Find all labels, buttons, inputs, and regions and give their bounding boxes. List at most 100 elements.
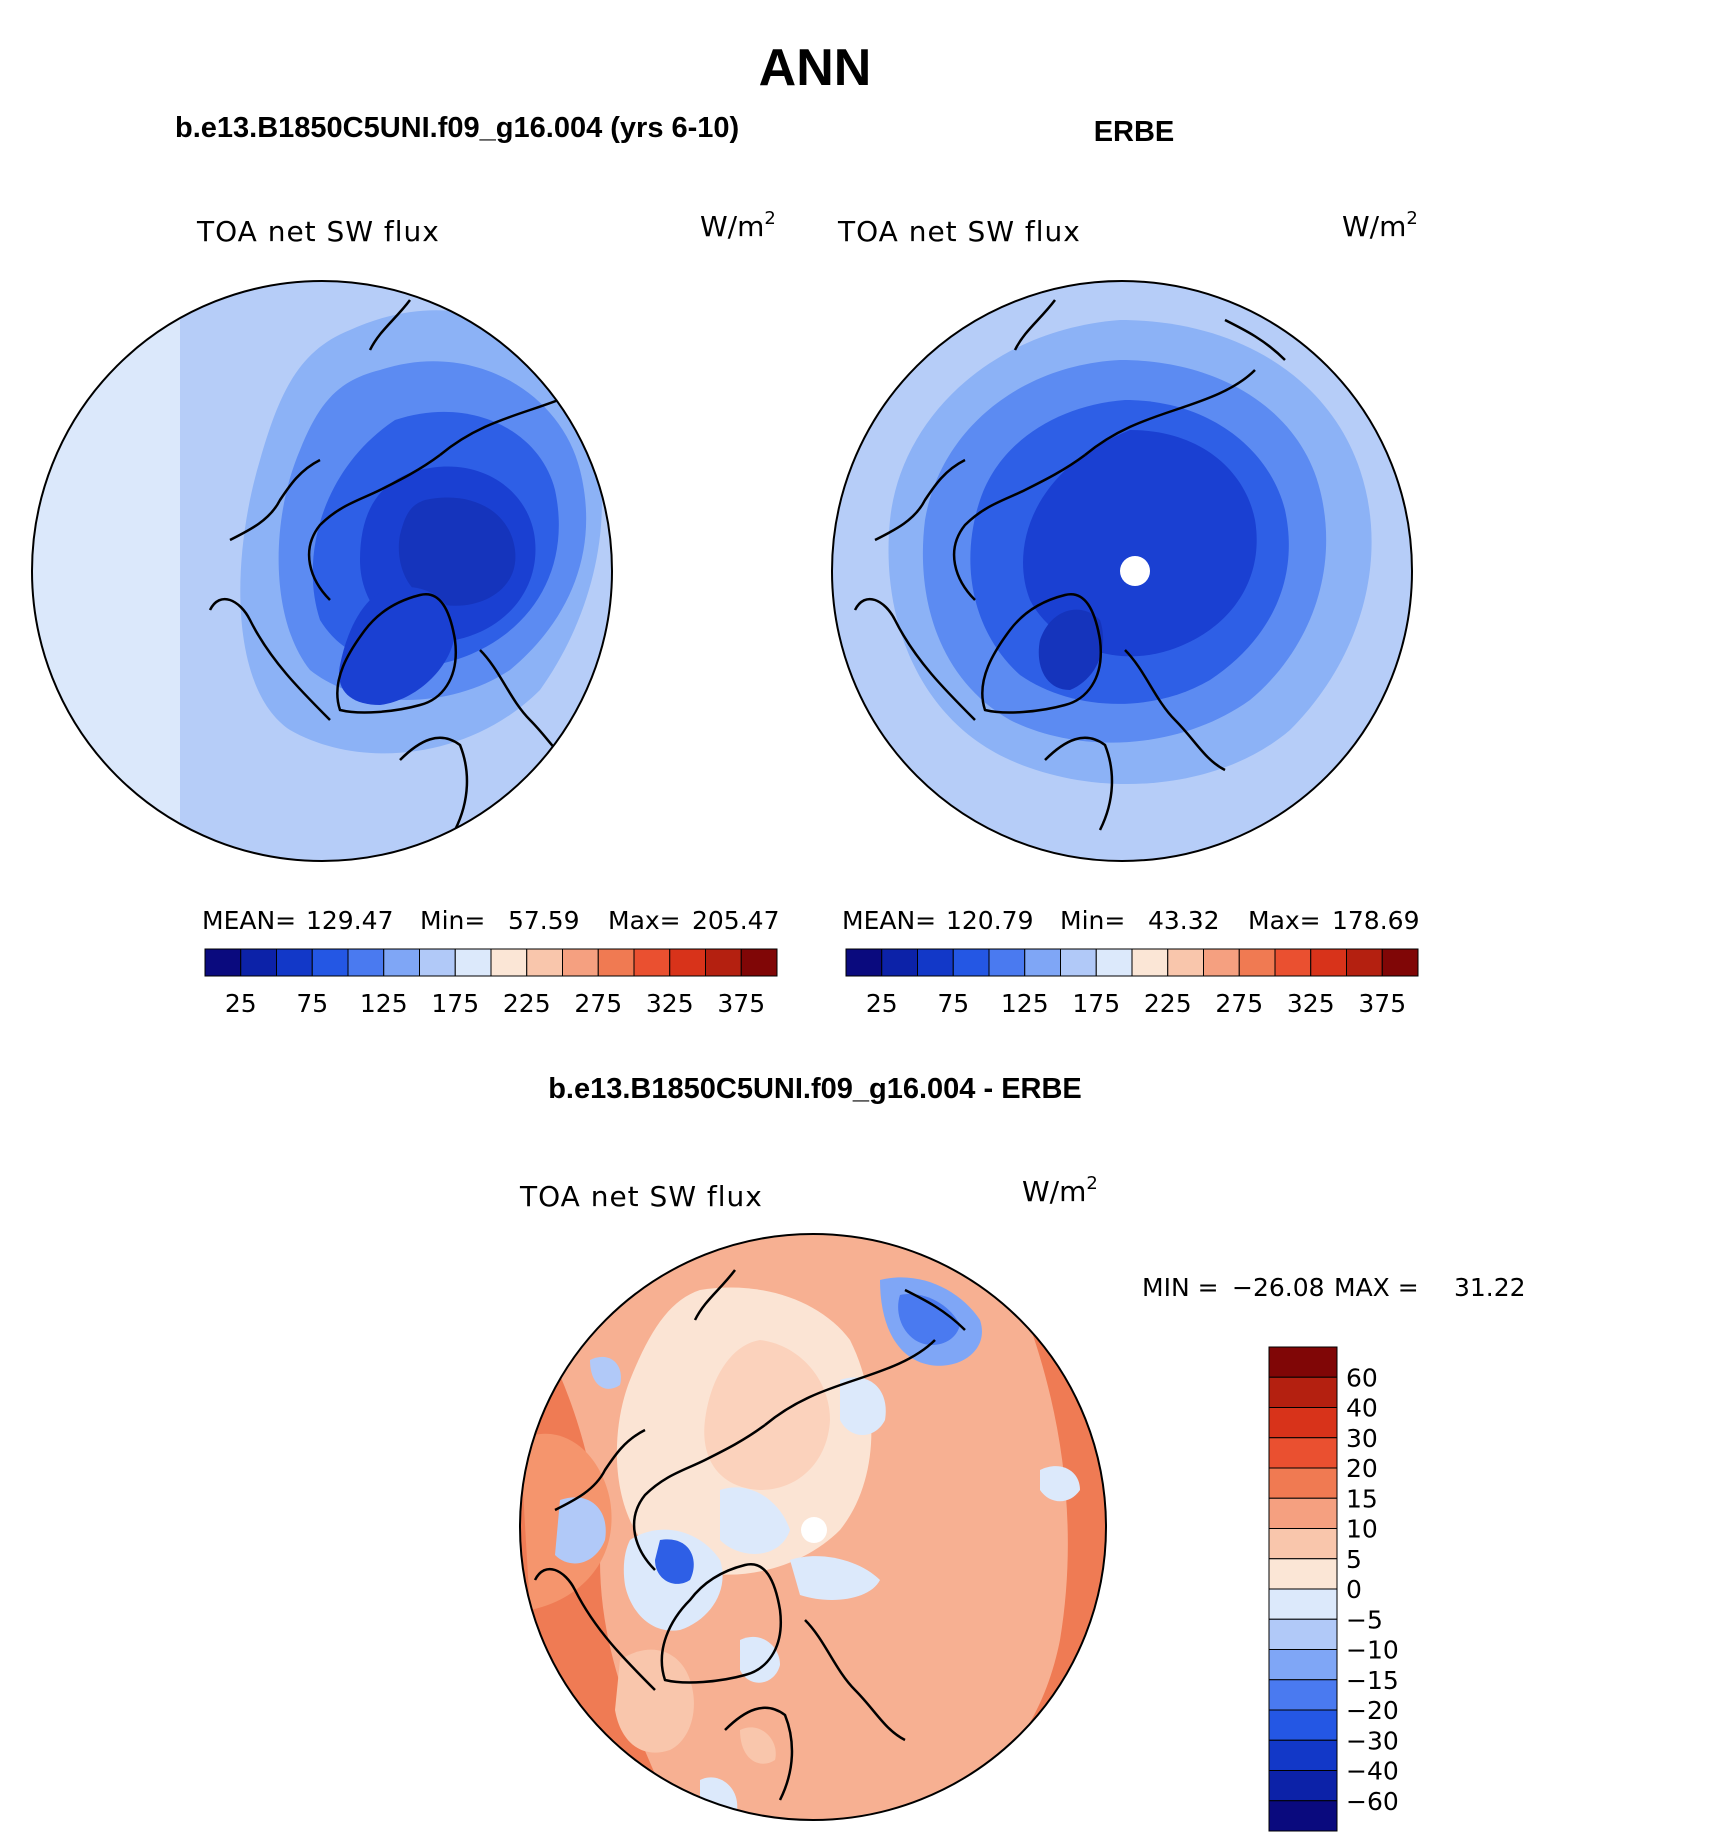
diff-colorbar-label: −30 [1346,1726,1399,1755]
panel1-colorbar-label: 125 [360,989,408,1018]
diff-colorbar-label: 15 [1346,1484,1378,1513]
panel2-colorbar-swatch [1131,948,1169,977]
panel2-colorbar-label: 25 [866,989,898,1018]
panel2-colorbar-swatch [881,948,918,977]
diff-colorbar-swatch [1268,1588,1338,1620]
panel2-colorbar-swatch [1060,948,1097,977]
panel1-colorbar-swatch [597,948,635,977]
panel2-colorbar-swatch [988,948,1026,977]
panel1-colorbar-swatch [347,948,385,977]
panel2-colorbar-label: 275 [1215,989,1263,1018]
panel1-colorbar-label: 375 [717,989,765,1018]
diff-variable: TOA net SW flux [519,1180,763,1213]
diff-colorbar-swatch [1268,1709,1338,1741]
diff-colorbar-label: −40 [1346,1757,1399,1786]
panel1-max-label: Max= [608,906,681,935]
panel2-colorbar-label: 125 [1001,989,1049,1018]
diff-colorbar-label: −15 [1346,1666,1399,1695]
panel2-colorbar-swatch [1238,948,1276,977]
panel1-colorbar-swatch [276,948,313,977]
panel2-min-label: Min= [1060,906,1125,935]
panel1-units: W/m2 [700,208,776,243]
panel1-map [31,280,613,862]
panel1-variable: TOA net SW flux [196,215,440,248]
panel1-colorbar-swatch [740,948,778,977]
diff-colorbar-swatch [1268,1376,1338,1408]
panel2-stats: MEAN= 120.79 Min= 43.32 Max= 178.69 [842,906,1419,935]
panel1-colorbar-swatch [562,948,599,977]
panel2-colorbar-swatch [1167,948,1204,977]
diff-colorbar-label: 10 [1346,1515,1378,1544]
panel2-colorbar-swatch [1095,948,1133,977]
panel2-variable: TOA net SW flux [837,215,1081,248]
panel2-units: W/m2 [1342,208,1418,243]
panel2-colorbar-swatch [1310,948,1347,977]
panel1-colorbar-swatch [311,948,349,977]
panel2-colorbar-label: 225 [1144,989,1192,1018]
diff-max-label: MAX = [1334,1273,1419,1302]
diff-colorbar-label: −10 [1346,1636,1399,1665]
diff-colorbar-label: 40 [1346,1394,1378,1423]
figure-title: ANN [759,39,872,97]
panel1-colorbar-swatch [633,948,671,977]
diff-colorbar-swatch [1268,1528,1338,1560]
diff-colorbar-swatch [1268,1346,1338,1378]
diff-colorbar-swatch [1268,1558,1338,1590]
panel2-colorbar-label: 175 [1072,989,1120,1018]
panel2-case-title: ERBE [1094,116,1175,148]
panel2-colorbar-swatch [1346,948,1383,977]
panel1-colorbar-label: 175 [431,989,479,1018]
diff-max-value: 31.22 [1454,1273,1526,1302]
panel2-colorbar-label: 375 [1358,989,1406,1018]
panel1-colorbar-swatch [204,948,242,977]
panel1-colorbar-label: 25 [225,989,257,1018]
panel1-mean-value: 129.47 [306,906,393,935]
panel1-min-label: Min= [420,906,485,935]
diff-case-title: b.e13.B1850C5UNI.f09_g16.004 - ERBE [548,1073,1082,1105]
panel2-colorbar: 25 75 125 175 225 275 325 375 [845,948,1419,1018]
diff-colorbar-label: −60 [1346,1787,1399,1816]
panel1-min-value: 57.59 [508,906,580,935]
diff-colorbar-swatch [1268,1407,1338,1439]
panel1-colorbar: 25 75 125 175 225 275 325 375 [204,948,778,1018]
diff-colorbar-swatch [1268,1679,1338,1711]
panel2-colorbar-swatch [845,948,883,977]
panel1-colorbar-label: 325 [646,989,694,1018]
panel1-colorbar-swatch [490,948,528,977]
panel2-max-value: 178.69 [1332,906,1419,935]
diff-colorbar-swatch [1268,1770,1338,1802]
diff-min-value: −26.08 [1232,1273,1325,1302]
panel1-case-title: b.e13.B1850C5UNI.f09_g16.004 (yrs 6-10) [175,112,739,144]
panel2-colorbar-label: 75 [937,989,969,1018]
diff-colorbar-label: 30 [1346,1424,1378,1453]
diff-colorbar-swatch [1268,1497,1338,1529]
diff-colorbar-label: 20 [1346,1454,1378,1483]
panel1-mean-label: MEAN= [202,906,296,935]
panel1-colorbar-label: 275 [574,989,622,1018]
panel2-colorbar-swatch [1381,948,1419,977]
panel2-colorbar-swatch [917,948,954,977]
panel1-colorbar-swatch [454,948,492,977]
panel2-map [831,280,1413,862]
panel1-colorbar-label: 75 [296,989,328,1018]
panel2-min-value: 43.32 [1148,906,1220,935]
panel1-stats: MEAN= 129.47 Min= 57.59 Max= 205.47 [202,906,779,935]
panel2-mean-value: 120.79 [946,906,1033,935]
diff-colorbar-label: 5 [1346,1545,1362,1574]
panel1-colorbar-swatch [240,948,277,977]
panel1-colorbar-swatch [419,948,456,977]
diff-colorbar-swatch [1268,1618,1338,1650]
diff-minmax: MIN = −26.08 MAX = 31.22 [1142,1273,1526,1302]
diff-colorbar-label: 0 [1346,1575,1362,1604]
panel2-colorbar-label: 325 [1287,989,1335,1018]
diff-min-label: MIN = [1142,1273,1219,1302]
panel1-colorbar-swatch [705,948,742,977]
diff-colorbar-label: −20 [1346,1696,1399,1725]
diff-colorbar-label: −5 [1346,1605,1383,1634]
panel2-mean-label: MEAN= [842,906,936,935]
diff-colorbar-label: 60 [1346,1363,1378,1392]
panel1-colorbar-swatch [526,948,563,977]
panel2-colorbar-swatch [1274,948,1312,977]
panel1-max-value: 205.47 [692,906,779,935]
